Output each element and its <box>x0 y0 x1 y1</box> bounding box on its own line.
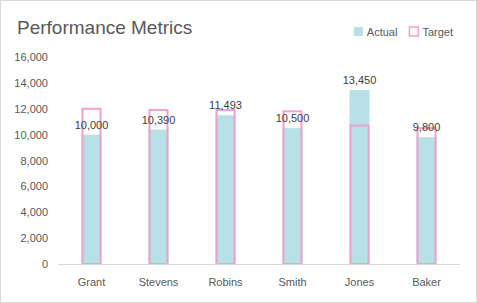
title: Performance Metrics <box>17 17 192 38</box>
legend-label: Target <box>422 26 453 38</box>
target-bar <box>83 109 101 264</box>
x-tick-label: Stevens <box>139 276 179 288</box>
y-tick <box>54 264 57 265</box>
y-tick <box>54 108 57 109</box>
chart-border <box>1 1 477 303</box>
legend: Actual Target <box>354 26 453 38</box>
chart: Performance Metrics 0 2,000 4,000 6,000 8,000… <box>0 0 477 303</box>
y-tick-label: 2,000 <box>20 232 48 244</box>
legend-label: Actual <box>367 26 398 38</box>
target-bar <box>418 128 436 264</box>
target-bar <box>150 110 168 264</box>
y-tick-label: 10,000 <box>14 129 48 141</box>
y-tick-label: 12,000 <box>14 103 48 115</box>
y-tick <box>54 186 57 187</box>
x-tick-label: Baker <box>412 276 441 288</box>
data-label: 10,390 <box>142 114 176 126</box>
y-tick-label: 16,000 <box>14 51 48 63</box>
y-tick-label: 8,000 <box>20 155 48 167</box>
y-tick-label: 6,000 <box>20 180 48 192</box>
x-tick-label: Robins <box>208 276 243 288</box>
bar <box>216 115 236 264</box>
target-bar <box>217 110 235 264</box>
data-label: 10,000 <box>75 119 109 131</box>
bar <box>149 130 169 264</box>
bar <box>82 135 102 264</box>
y-tick <box>54 134 57 135</box>
y-tick <box>54 160 57 161</box>
legend-swatch <box>354 27 363 36</box>
y-tick <box>54 82 57 83</box>
x-axis <box>58 264 460 265</box>
y-tick-label: 4,000 <box>20 206 48 218</box>
data-label: 11,493 <box>209 99 242 111</box>
y-tick <box>54 238 57 239</box>
target-bar <box>284 111 302 264</box>
data-label: 13,450 <box>343 74 377 86</box>
data-label: 9,800 <box>413 121 441 133</box>
bars <box>82 90 437 264</box>
bar <box>283 128 303 264</box>
y-tick <box>54 57 57 58</box>
y-tick <box>54 212 57 213</box>
x-tick-label: Smith <box>278 276 306 288</box>
target-bar <box>351 126 369 264</box>
data-label: 10,500 <box>276 112 310 124</box>
bar <box>350 90 370 264</box>
y-tick-label: 0 <box>42 258 48 270</box>
bar <box>417 137 437 264</box>
y-tick-label: 14,000 <box>14 77 48 89</box>
x-tick-label: Jones <box>345 276 375 288</box>
x-tick-label: Grant <box>78 276 106 288</box>
legend-swatch <box>409 27 418 36</box>
